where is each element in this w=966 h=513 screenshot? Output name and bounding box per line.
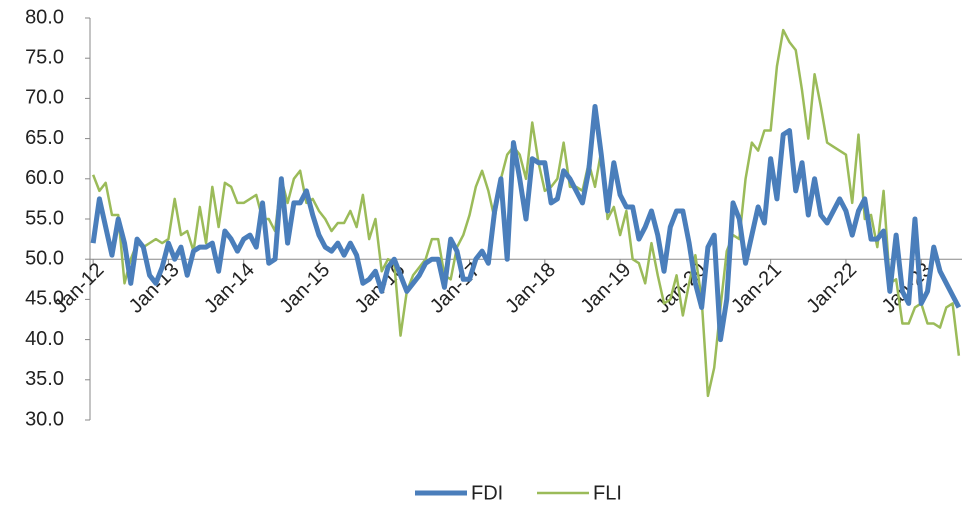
x-tick-label: Jan-19: [577, 259, 636, 318]
x-tick-label: Jan-17: [426, 259, 485, 318]
y-tick-label: 40.0: [25, 328, 64, 350]
y-tick-label: 35.0: [25, 368, 64, 390]
legend-label: FLI: [593, 482, 622, 504]
y-tick-label: 30.0: [25, 408, 64, 430]
x-tick-label: Jan-14: [200, 259, 259, 318]
x-tick-label: Jan-21: [727, 259, 786, 318]
x-tick-label: Jan-15: [275, 259, 334, 318]
x-tick-label: Jan-22: [802, 259, 861, 318]
y-tick-label: 70.0: [25, 87, 64, 109]
y-tick-label: 80.0: [25, 6, 64, 28]
y-tick-label: 60.0: [25, 167, 64, 189]
y-tick-label: 45.0: [25, 288, 64, 310]
y-tick-label: 65.0: [25, 127, 64, 149]
series-line: [90, 103, 962, 343]
y-tick-label: 55.0: [25, 207, 64, 229]
series-line: [91, 28, 961, 398]
legend-label: FDI: [471, 482, 503, 504]
x-tick-label: Jan-18: [501, 259, 560, 318]
y-tick-label: 75.0: [25, 46, 64, 68]
y-tick-label: 50.0: [25, 247, 64, 269]
